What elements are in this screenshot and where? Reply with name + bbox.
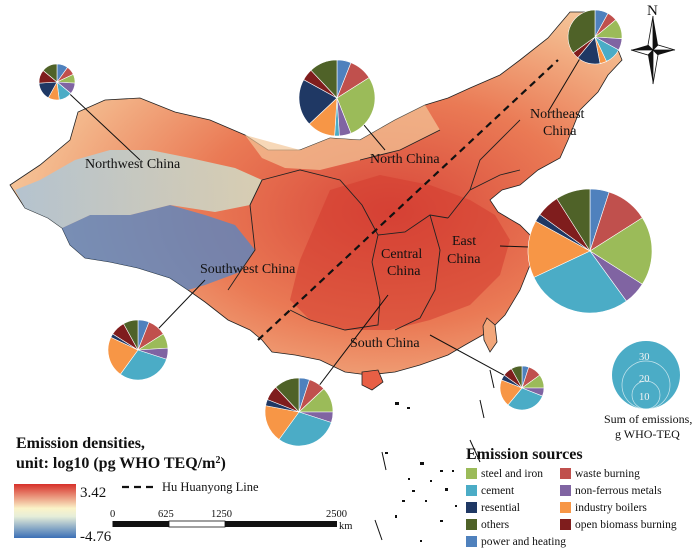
legend-swatch-non-ferrous-metals — [560, 485, 571, 496]
legend-label-resential: resential — [481, 502, 520, 514]
north-arrow-label: N — [647, 3, 658, 19]
pie-slice-others — [510, 365, 523, 389]
pie-slice-others — [567, 9, 596, 54]
region-borders — [227, 119, 521, 331]
legend-swatch-resential — [466, 502, 477, 513]
north-arrow-icon — [630, 15, 676, 85]
legend-swatch-open-biomass-burning — [560, 519, 571, 530]
legend-label-open-biomass-burning: open biomass burning — [575, 519, 677, 531]
northwest-mid-density-zone — [15, 150, 262, 228]
scale-tick-0: 0 — [110, 509, 115, 520]
size-legend-10: 10 — [639, 392, 650, 403]
pie-south — [499, 365, 545, 411]
size-legend-30: 30 — [639, 352, 650, 363]
density-min-label: -4.76 — [80, 529, 112, 545]
scale-bar — [112, 520, 337, 528]
pie-southwest — [107, 319, 169, 381]
legend-label-steel-and-iron: steel and iron — [481, 468, 543, 480]
pie-slice-others — [123, 319, 139, 351]
label-central-china-line1: Central — [381, 247, 422, 262]
pie-slice-others — [310, 59, 338, 99]
pie-slice-cement — [278, 411, 332, 447]
pie-north — [298, 59, 376, 137]
legend-label-industry-boilers: industry boilers — [575, 502, 647, 514]
pie-slice-resential — [298, 79, 338, 125]
legend-label-non-ferrous-metals: non-ferrous metals — [575, 485, 662, 497]
legend-swatch-waste-burning — [560, 468, 571, 479]
legend-swatch-cement — [466, 485, 477, 496]
pie-central — [264, 377, 334, 447]
pie-slice-steel-and-iron — [336, 77, 376, 134]
density-max-label: 3.42 — [80, 485, 106, 501]
label-northeast-china-line1: Northeast — [530, 107, 585, 122]
density-legend-title-line2: unit: log10 (pg WHO TEQ/m2) — [16, 455, 226, 473]
pie-slice-industry-boilers — [527, 220, 591, 278]
label-southwest-china: Southwest China — [200, 262, 296, 277]
high-density-core — [290, 175, 510, 330]
pie-slice-others — [42, 63, 58, 83]
legend-label-power-and-heating: power and heating — [481, 536, 566, 548]
north-mid-density-zone — [245, 105, 440, 170]
label-east-china-line2: China — [447, 252, 481, 267]
legend-label-cement: cement — [481, 485, 515, 497]
pie-slice-cement — [533, 250, 627, 314]
pie-northwest — [38, 63, 76, 101]
legend-swatch-others — [466, 519, 477, 530]
emission-sources-title: Emission sources — [466, 446, 583, 463]
size-legend-20: 20 — [639, 374, 650, 385]
hainan-island — [361, 369, 384, 391]
scale-tick-625: 625 — [158, 509, 174, 520]
pie-slice-cement — [119, 349, 167, 381]
legend-label-others: others — [481, 519, 510, 531]
south-china-sea-islands — [374, 369, 495, 542]
density-legend-title-line1: Emission densities, — [16, 435, 145, 452]
scale-tick-1250: 1250 — [211, 509, 232, 520]
hu-line-legend-label: Hu Huanyong Line — [162, 480, 259, 494]
label-north-china: North China — [370, 152, 440, 167]
legend-swatch-power-and-heating — [466, 536, 477, 547]
legend-swatch-steel-and-iron — [466, 468, 477, 479]
size-legend-caption-line1: Sum of emissions, — [604, 412, 692, 426]
size-legend-caption-line2: g WHO-TEQ — [615, 427, 680, 441]
west-low-density-zone — [62, 205, 255, 290]
scale-tick-2500: 2500 — [326, 509, 347, 520]
emission-sources-right-column: waste burning non-ferrous metals industry … — [560, 468, 677, 531]
legend-label-waste-burning: waste burning — [575, 468, 640, 480]
pie-northeast — [567, 9, 623, 65]
hu-huanyong-line — [257, 59, 559, 341]
pie-slice-steel-and-iron — [589, 217, 653, 285]
label-east-china-line1: East — [452, 234, 476, 249]
emission-sources-left-column: steel and iron cement resential others power… — [466, 468, 566, 548]
label-northeast-china-line2: China — [543, 124, 577, 139]
taiwan-island — [482, 317, 498, 353]
legend-swatch-industry-boilers — [560, 502, 571, 513]
label-central-china-line2: China — [387, 264, 421, 279]
pie-slice-others — [275, 377, 300, 413]
pie-slice-cement — [507, 387, 543, 411]
scale-unit: km — [339, 521, 352, 532]
label-northwest-china: Northwest China — [85, 157, 181, 172]
label-south-china: South China — [350, 336, 420, 351]
size-legend — [612, 341, 680, 410]
density-color-ramp — [14, 484, 76, 538]
pie-east — [527, 188, 653, 314]
pie-slice-others — [556, 188, 591, 253]
